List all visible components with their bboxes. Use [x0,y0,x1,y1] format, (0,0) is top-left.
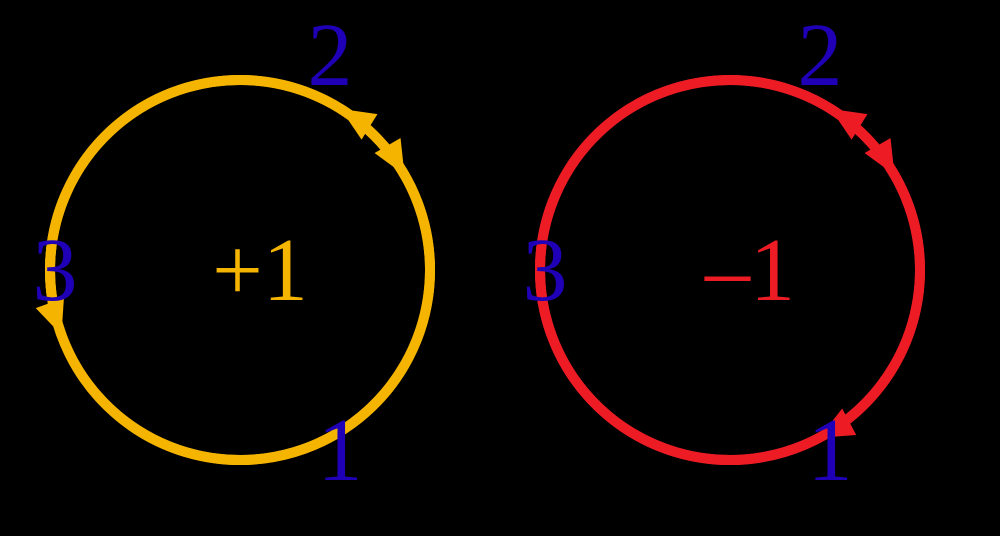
left-node-2-label: 2 [308,6,353,105]
right-node-3-label: 3 [523,221,568,320]
right-center-label: –1 [704,221,795,320]
permutation-diagram: 2 3 1 2 3 1 +1 –1 [0,0,1000,536]
left-center-label: +1 [212,221,308,320]
right-node-2-label: 2 [798,6,843,105]
right-node-1-label: 1 [808,401,853,500]
left-node-1-label: 1 [318,401,363,500]
left-node-3-label: 3 [33,221,78,320]
